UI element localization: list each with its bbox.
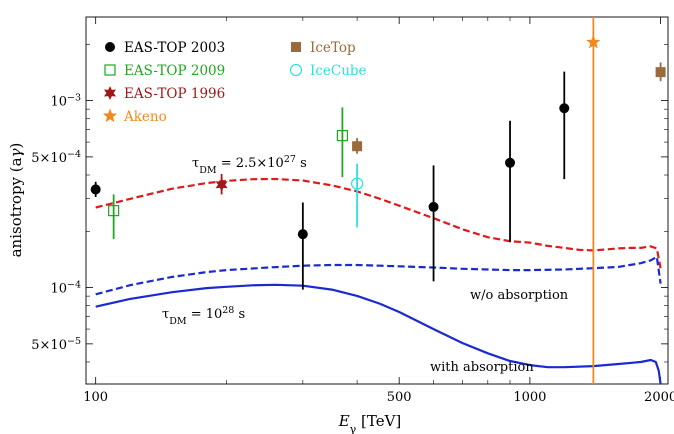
eas-top-2003-point: [505, 157, 516, 168]
curve-tau-2.5e27-dashed: [95, 177, 662, 269]
legend-label-icetop: IceTop: [310, 40, 356, 56]
legend-label-icecube: IceCube: [310, 63, 367, 79]
legend-marker-icecube: [289, 63, 303, 77]
legend-label-eas-top-2003: EAS-TOP 2003: [124, 40, 225, 56]
eas-top-2003-point: [90, 184, 101, 195]
icetop-point: [352, 141, 363, 152]
legend-marker-eas-top-2003: [105, 42, 115, 52]
curve-with-absorption-solid: [95, 283, 662, 385]
akeno-point: [586, 34, 601, 49]
x-tick-label: 100: [83, 390, 108, 405]
eas-top-2009-point: [336, 129, 348, 142]
annotation-tau-2.5e27: τDM = 2.5×1027 s: [192, 154, 307, 176]
annotation-with-absorption: with absorption: [430, 360, 534, 375]
eas-top-1996-point: [215, 177, 228, 192]
model-curves: [95, 177, 662, 385]
eas-top-2003-point: [428, 201, 439, 212]
legend-marker-eas-top-1996: [103, 86, 117, 100]
x-tick-label: 500: [387, 390, 412, 405]
legend-marker-eas-top-2009: [104, 64, 116, 76]
legend-marker-icetop: [291, 42, 301, 52]
legend: EAS-TOP 2003 EAS-TOP 2009 EAS-TOP 1996 Aken…: [102, 40, 367, 125]
plot-frame: [85, 16, 669, 385]
annotation-tau-1e28: τDM = 1028 s: [162, 305, 245, 327]
legend-marker-akeno: [102, 108, 118, 123]
legend-label-akeno: Akeno: [123, 109, 167, 125]
eas-top-2003-point: [297, 229, 308, 240]
x-tick-label: 1000: [513, 390, 546, 405]
legend-label-eas-top-2009: EAS-TOP 2009: [124, 63, 225, 79]
x-axis-label: Eγ [TeV]: [338, 412, 402, 434]
eas-top-2003-point: [559, 103, 570, 114]
icetop-point: [655, 67, 666, 78]
y-tick-label: 10−3: [50, 92, 81, 110]
axis-ticks: 100 500 1000 2000 5×10−5 10−4 5×10−4 10−3: [31, 17, 674, 405]
annotation-wo-absorption: w/o absorption: [470, 288, 569, 303]
curve-wo-absorption-dashed: [95, 255, 662, 296]
x-tick-label: 2000: [644, 390, 674, 405]
eas-top-2009-point: [108, 205, 120, 217]
y-tick-label: 5×10−5: [31, 335, 81, 353]
legend-label-eas-top-1996: EAS-TOP 1996: [124, 86, 225, 102]
data-points: [90, 17, 666, 384]
y-tick-label: 5×10−4: [31, 148, 81, 166]
icecube-point: [350, 177, 364, 190]
y-axis-label: anisotropy (aγ): [7, 143, 25, 258]
y-tick-label: 10−4: [50, 279, 81, 297]
